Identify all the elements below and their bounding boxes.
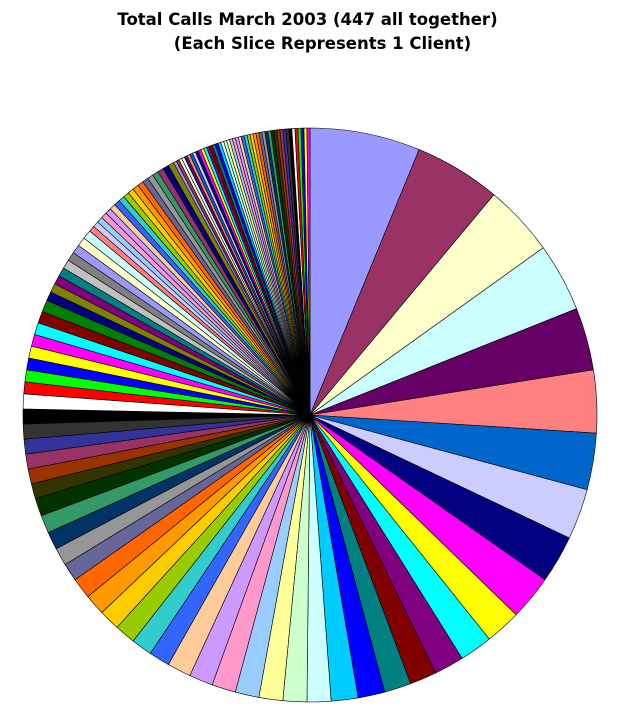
chart-title-block: Total Calls March 2003 (447 all together…	[0, 8, 619, 56]
pie-slice-124	[306, 127, 311, 416]
chart-title: Total Calls March 2003 (447 all together…	[117, 10, 498, 29]
chart-subtitle: (Each Slice Represents 1 Client)	[173, 34, 472, 53]
